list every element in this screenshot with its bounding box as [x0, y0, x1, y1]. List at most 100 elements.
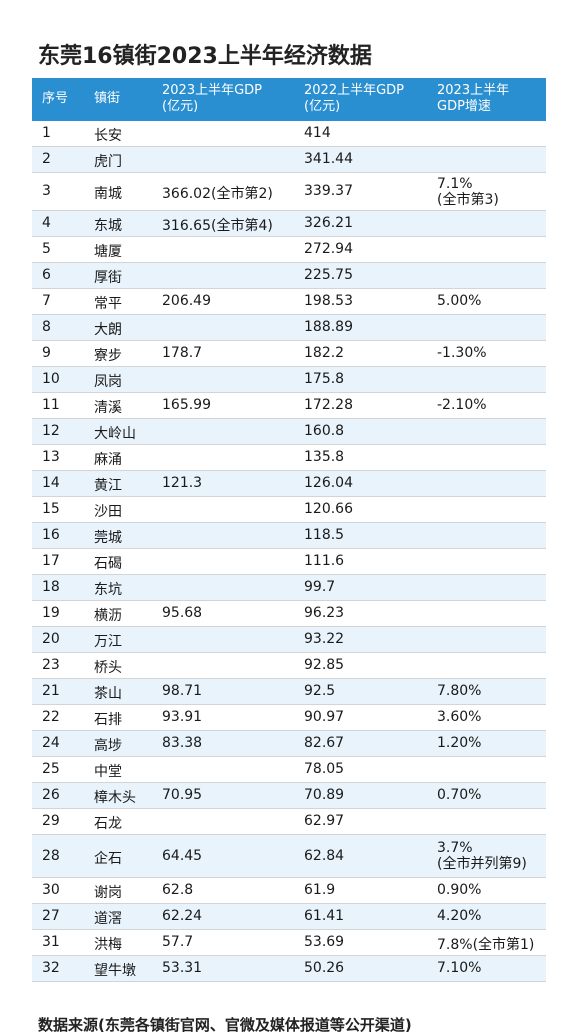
cell-seq: 11: [42, 397, 60, 413]
header-seq: 序号: [42, 91, 69, 106]
table-row: 32 望牛墩 53.31 50.26 7.10%: [32, 956, 546, 982]
cell-gdp2022: 120.66: [304, 501, 353, 517]
cell-gdp2022: 78.05: [304, 761, 345, 777]
cell-gdp2022: 90.97: [304, 709, 345, 725]
table-row: 20 万江 93.22: [32, 627, 546, 653]
cell-gdp2023: 98.71: [162, 683, 203, 699]
cell-town: 厚街: [94, 270, 122, 286]
cell-town: 凤岗: [94, 374, 122, 390]
header-growth-line2: GDP增速: [437, 99, 491, 114]
cell-town: 道滘: [94, 911, 122, 927]
cell-seq: 3: [42, 183, 51, 199]
table-row: 7 常平 206.49 198.53 5.00%: [32, 289, 546, 315]
cell-town: 东坑: [94, 582, 122, 598]
cell-seq: 4: [42, 215, 51, 231]
table-row: 29 石龙 62.97: [32, 809, 546, 835]
cell-town: 麻涌: [94, 452, 122, 468]
table-row: 21 茶山 98.71 92.5 7.80%: [32, 679, 546, 705]
cell-seq: 10: [42, 371, 60, 387]
cell-seq: 12: [42, 423, 60, 439]
table-row: 6 厚街 225.75: [32, 263, 546, 289]
cell-gdp2023: 64.45: [162, 848, 203, 864]
table-row: 26 樟木头 70.95 70.89 0.70%: [32, 783, 546, 809]
table-row: 9 寮步 178.7 182.2 -1.30%: [32, 341, 546, 367]
cell-gdp2022: 198.53: [304, 293, 353, 309]
table-body: 1 长安 414 2 虎门 341.44 3 南城 366.02(全市第2) 339.37 7.1%…: [32, 121, 546, 982]
cell-seq: 9: [42, 345, 51, 361]
table-row: 4 东城 316.65(全市第4) 326.21: [32, 211, 546, 237]
cell-town: 万江: [94, 634, 122, 650]
table-row: 15 沙田 120.66: [32, 497, 546, 523]
cell-town: 黄江: [94, 478, 122, 494]
cell-gdp2023: 62.24: [162, 908, 203, 924]
cell-gdp2023: 93.91: [162, 709, 203, 725]
cell-seq: 25: [42, 761, 60, 777]
cell-gdp2022: 61.9: [304, 882, 336, 898]
cell-seq: 2: [42, 151, 51, 167]
cell-seq: 6: [42, 267, 51, 283]
cell-gdp2022: 92.5: [304, 683, 336, 699]
cell-seq: 26: [42, 787, 60, 803]
cell-seq: 17: [42, 553, 60, 569]
cell-gdp2023: 95.68: [162, 605, 203, 621]
header-gdp2022: 2022上半年GDP (亿元): [304, 83, 404, 115]
cell-gdp2023: 316.65(全市第4): [162, 218, 273, 234]
cell-growth: 4.20%: [437, 908, 482, 924]
cell-town: 中堂: [94, 764, 122, 780]
cell-gdp2022: 188.89: [304, 319, 353, 335]
cell-town: 沙田: [94, 504, 122, 520]
header-gdp2023-line1: 2023上半年GDP: [162, 83, 263, 98]
cell-seq: 1: [42, 125, 51, 141]
cell-gdp2022: 272.94: [304, 241, 353, 257]
cell-gdp2023: 178.7: [162, 345, 203, 361]
cell-seq: 21: [42, 683, 60, 699]
cell-gdp2023: 53.31: [162, 960, 203, 976]
cell-gdp2022: 111.6: [304, 553, 345, 569]
table-row: 31 洪梅 57.7 53.69 7.8%(全市第1): [32, 930, 546, 956]
cell-growth-rank: (全市并列第9): [437, 856, 527, 872]
cell-gdp2022: 135.8: [304, 449, 345, 465]
cell-gdp2022: 126.04: [304, 475, 353, 491]
cell-gdp2022: 92.85: [304, 657, 345, 673]
table-row: 8 大朗 188.89: [32, 315, 546, 341]
cell-town: 望牛墩: [94, 963, 136, 979]
cell-gdp2022: 225.75: [304, 267, 353, 283]
cell-gdp2022: 175.8: [304, 371, 345, 387]
cell-seq: 18: [42, 579, 60, 595]
cell-town: 石龙: [94, 816, 122, 832]
cell-gdp2023: 165.99: [162, 397, 211, 413]
cell-gdp2022: 118.5: [304, 527, 345, 543]
cell-gdp2022: 70.89: [304, 787, 345, 803]
table-row: 28 企石 64.45 62.84 3.7% (全市并列第9): [32, 835, 546, 878]
cell-seq: 16: [42, 527, 60, 543]
cell-seq: 30: [42, 882, 60, 898]
cell-seq: 15: [42, 501, 60, 517]
table-row: 24 高埗 83.38 82.67 1.20%: [32, 731, 546, 757]
cell-town: 石碣: [94, 556, 122, 572]
cell-gdp2022: 172.28: [304, 397, 353, 413]
table-header: 序号 镇街 2023上半年GDP (亿元) 2022上半年GDP (亿元) 20…: [32, 78, 546, 121]
cell-town: 大朗: [94, 322, 122, 338]
cell-gdp2022: 62.84: [304, 848, 345, 864]
cell-gdp2022: 326.21: [304, 215, 353, 231]
table-row: 16 莞城 118.5: [32, 523, 546, 549]
cell-growth: 3.60%: [437, 709, 482, 725]
cell-gdp2022: 82.67: [304, 735, 345, 751]
cell-seq: 5: [42, 241, 51, 257]
cell-town: 清溪: [94, 400, 122, 416]
cell-growth: -2.10%: [437, 397, 487, 413]
cell-town: 南城: [94, 186, 122, 202]
table-row: 17 石碣 111.6: [32, 549, 546, 575]
table-row: 12 大岭山 160.8: [32, 419, 546, 445]
cell-gdp2023: 57.7: [162, 934, 194, 950]
cell-growth: 7.1% (全市第3): [437, 176, 499, 208]
table-row: 19 横沥 95.68 96.23: [32, 601, 546, 627]
cell-town: 长安: [94, 128, 122, 144]
cell-growth: 0.90%: [437, 882, 482, 898]
cell-growth: 5.00%: [437, 293, 482, 309]
cell-gdp2023: 206.49: [162, 293, 211, 309]
header-town: 镇街: [94, 91, 121, 106]
cell-town: 大岭山: [94, 426, 136, 442]
table-row: 5 塘厦 272.94: [32, 237, 546, 263]
header-growth: 2023上半年 GDP增速: [437, 83, 509, 115]
